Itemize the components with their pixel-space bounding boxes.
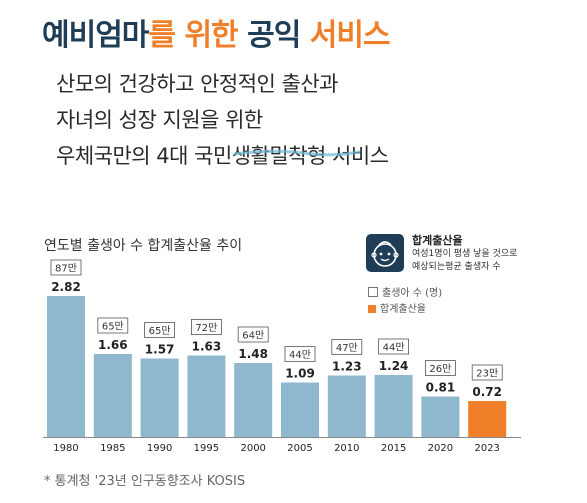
bar — [374, 375, 413, 437]
title-part-2: 를 위한 — [148, 18, 238, 53]
legend-item-rate: 합계출산율 — [368, 300, 426, 315]
data-label: 0.81 — [426, 381, 456, 395]
births-label: 44만 — [289, 349, 311, 361]
data-label: 2.82 — [51, 280, 81, 294]
bar — [187, 355, 226, 437]
x-tick-label: 1995 — [194, 443, 219, 454]
bar — [468, 401, 507, 437]
bar — [327, 375, 366, 437]
data-label: 1.24 — [379, 359, 409, 373]
x-tick-label: 2010 — [334, 443, 359, 454]
legend-swatch-rate — [368, 305, 376, 313]
x-tick-label: 2020 — [428, 443, 453, 454]
births-box — [424, 360, 456, 376]
title-part-4: 서비스 — [309, 18, 391, 53]
bar — [47, 296, 85, 437]
bar — [421, 396, 460, 437]
chart-legend: 합계출산율 여성1명이 평생 낳을 것으로 예상되는평균 출생자 수 출생아 수… — [366, 230, 546, 320]
legend-swatch-births — [368, 287, 378, 297]
x-tick-label: 1985 — [100, 443, 125, 454]
legend-item-births: 출생아 수 (명) — [368, 284, 442, 299]
births-label: 87만 — [55, 263, 77, 275]
births-box — [144, 322, 176, 338]
title-part-1: 예비엄마 — [42, 18, 149, 53]
subtitle-line-1: 산모의 건강하고 안정적인 출산과 — [56, 72, 339, 96]
x-tick-label: 2015 — [381, 443, 406, 454]
baby-face-icon — [366, 234, 404, 272]
births-box — [471, 364, 503, 381]
legend-desc-line-2: 예상되는평균 출생자 수 — [412, 262, 501, 272]
births-box — [190, 319, 222, 335]
births-label: 44만 — [383, 342, 405, 354]
births-box — [284, 346, 316, 362]
births-box — [331, 339, 363, 355]
bar — [234, 363, 273, 437]
data-label: 1.57 — [145, 343, 175, 357]
births-label: 65만 — [149, 325, 171, 337]
data-label: 1.23 — [332, 360, 362, 374]
births-box — [237, 326, 269, 343]
births-box — [378, 338, 410, 355]
x-tick-label: 1990 — [147, 443, 172, 454]
births-label: 65만 — [102, 321, 124, 333]
legend-title: 합계출산율 — [412, 234, 463, 247]
data-label: 1.48 — [238, 347, 268, 361]
title-part-3: 공익 — [237, 18, 310, 53]
data-label: 1.09 — [285, 367, 315, 381]
data-label: 1.63 — [192, 340, 222, 354]
subtitle-line-2: 자녀의 성장 지원을 위한 — [56, 108, 263, 132]
legend-description: 여성1명이 평생 낳을 것으로 예상되는평균 출생자 수 — [412, 248, 517, 274]
data-label: 1.66 — [98, 338, 128, 352]
births-label: 23만 — [476, 368, 498, 380]
legend-label-births: 출생아 수 (명) — [382, 288, 443, 299]
births-label: 72만 — [195, 322, 217, 334]
source-note: * 통계청 '23년 인구동향조사 KOSIS — [44, 474, 246, 489]
x-tick-label: 2000 — [240, 443, 265, 454]
data-label: 0.72 — [472, 385, 502, 399]
x-tick-label: 1980 — [53, 443, 78, 454]
bar — [281, 382, 319, 437]
legend-label-rate: 합계출산율 — [380, 304, 426, 315]
bar — [140, 358, 179, 437]
page-title: 예비엄마를 위한 공익 서비스 — [42, 10, 391, 54]
x-tick-label: 2023 — [474, 443, 499, 454]
births-label: 64만 — [242, 330, 264, 342]
bar — [93, 354, 132, 437]
x-tick-label: 2005 — [287, 443, 312, 454]
decorative-stroke — [233, 149, 361, 157]
births-label: 47만 — [336, 342, 358, 354]
births-box — [97, 317, 129, 334]
births-box — [50, 259, 82, 276]
births-label: 26만 — [429, 363, 451, 375]
legend-desc-line-1: 여성1명이 평생 낳을 것으로 — [412, 249, 518, 259]
chart-title: 연도별 출생아 수 합계출산율 추이 — [44, 238, 243, 254]
